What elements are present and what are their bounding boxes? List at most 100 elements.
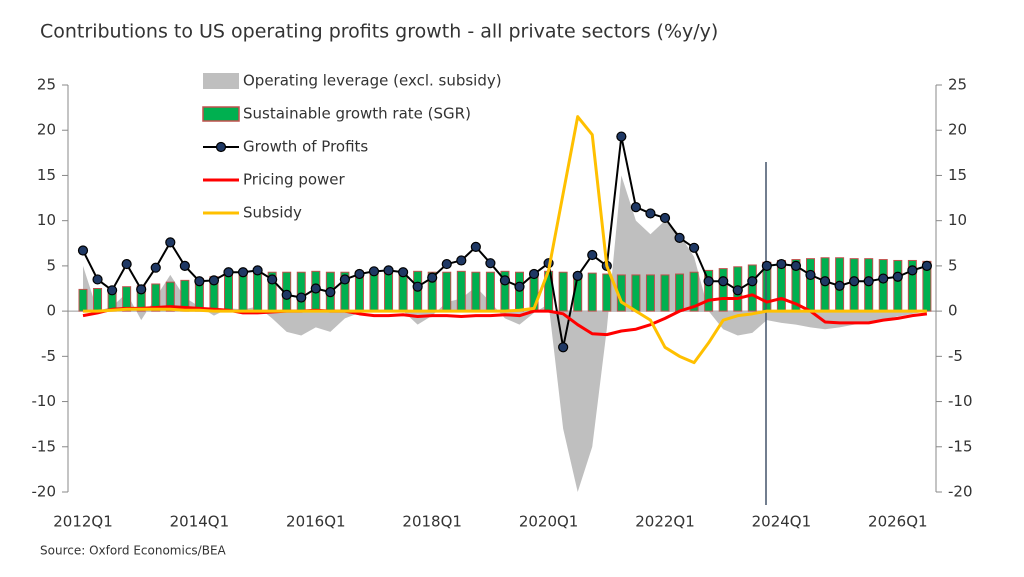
bar	[398, 271, 408, 312]
area	[83, 175, 927, 492]
point	[267, 274, 278, 285]
point	[878, 273, 889, 284]
point	[849, 276, 860, 287]
point	[645, 208, 656, 219]
bar	[93, 288, 103, 312]
y2-tick-label: -15	[948, 437, 973, 455]
point	[339, 274, 350, 285]
y-tick-label: -15	[32, 437, 57, 455]
point	[470, 241, 481, 252]
point	[412, 281, 423, 292]
legend-marker	[215, 141, 227, 153]
point	[558, 342, 569, 353]
point	[630, 202, 642, 213]
chart-title: Contributions to US operating profits gr…	[40, 21, 718, 43]
point	[223, 267, 234, 278]
point	[834, 280, 845, 291]
x-tick-label: 2018Q1	[402, 513, 462, 531]
point	[136, 284, 147, 295]
point	[732, 285, 743, 296]
line	[83, 115, 927, 365]
point	[499, 275, 511, 286]
legend-label: Subsidy	[243, 204, 302, 222]
point	[237, 267, 249, 278]
y-tick-label: 15	[37, 166, 56, 184]
bar	[893, 259, 903, 312]
bar	[878, 259, 888, 312]
point	[863, 276, 874, 287]
point	[310, 283, 321, 294]
y2-tick-label: -10	[948, 392, 973, 410]
bar	[689, 271, 699, 312]
point	[776, 258, 787, 270]
point	[674, 232, 685, 243]
bar	[151, 283, 161, 312]
point	[790, 260, 802, 271]
point	[208, 275, 220, 286]
bar	[747, 264, 757, 312]
legend-swatch	[203, 73, 239, 89]
point	[325, 287, 336, 298]
legend-label: Pricing power	[243, 171, 346, 189]
legend-swatch	[202, 106, 240, 122]
point	[281, 289, 292, 300]
x-tick-label: 2022Q1	[635, 513, 695, 531]
point	[252, 265, 263, 276]
point	[528, 268, 540, 280]
point	[616, 131, 627, 142]
point	[688, 242, 700, 253]
point	[456, 255, 467, 266]
y-tick-label: 0	[46, 302, 56, 320]
legend-label: Growth of Profits	[243, 138, 368, 156]
bar	[253, 272, 263, 312]
point	[92, 274, 103, 285]
bar	[718, 268, 728, 312]
bar	[384, 271, 394, 312]
y2-tick-label: -20	[948, 483, 973, 501]
bar	[558, 271, 568, 312]
x-tick-label: 2014Q1	[170, 513, 230, 531]
point	[150, 262, 161, 273]
bar	[660, 274, 670, 312]
point	[383, 265, 394, 276]
point	[77, 245, 89, 256]
bar	[296, 271, 306, 312]
legend-label: Sustainable growth rate (SGR)	[243, 105, 471, 123]
point	[514, 281, 525, 292]
point	[354, 268, 365, 280]
point	[921, 260, 933, 271]
point	[892, 271, 903, 282]
y-tick-label: 10	[37, 211, 56, 229]
bar	[442, 271, 452, 312]
bar	[471, 271, 481, 312]
y2-tick-label: 20	[948, 121, 967, 139]
bar	[587, 272, 597, 312]
point	[398, 267, 409, 278]
y2-tick-label: 0	[948, 302, 958, 320]
point	[296, 292, 307, 303]
point	[106, 285, 118, 296]
x-tick-label: 2024Q1	[752, 513, 812, 531]
bar	[806, 258, 815, 312]
bar	[456, 270, 466, 312]
x-tick-label: 2020Q1	[519, 513, 579, 531]
point	[179, 260, 190, 271]
y-tick-label: -10	[32, 392, 57, 410]
point	[747, 276, 758, 287]
y2-tick-label: -5	[948, 347, 963, 365]
x-tick-label: 2012Q1	[53, 513, 113, 531]
point	[819, 276, 831, 287]
point	[572, 270, 583, 281]
y-tick-label: -20	[32, 483, 57, 501]
bar	[675, 273, 685, 312]
bar	[165, 281, 175, 312]
point	[121, 258, 132, 270]
y2-tick-label: 10	[948, 211, 967, 229]
y-tick-label: 25	[37, 76, 56, 94]
bar	[78, 288, 88, 312]
legend-label: Operating leverage (excl. subsidy)	[243, 72, 502, 90]
point	[703, 276, 714, 287]
y2-tick-label: 15	[948, 166, 967, 184]
point	[485, 258, 496, 269]
point	[587, 249, 598, 261]
